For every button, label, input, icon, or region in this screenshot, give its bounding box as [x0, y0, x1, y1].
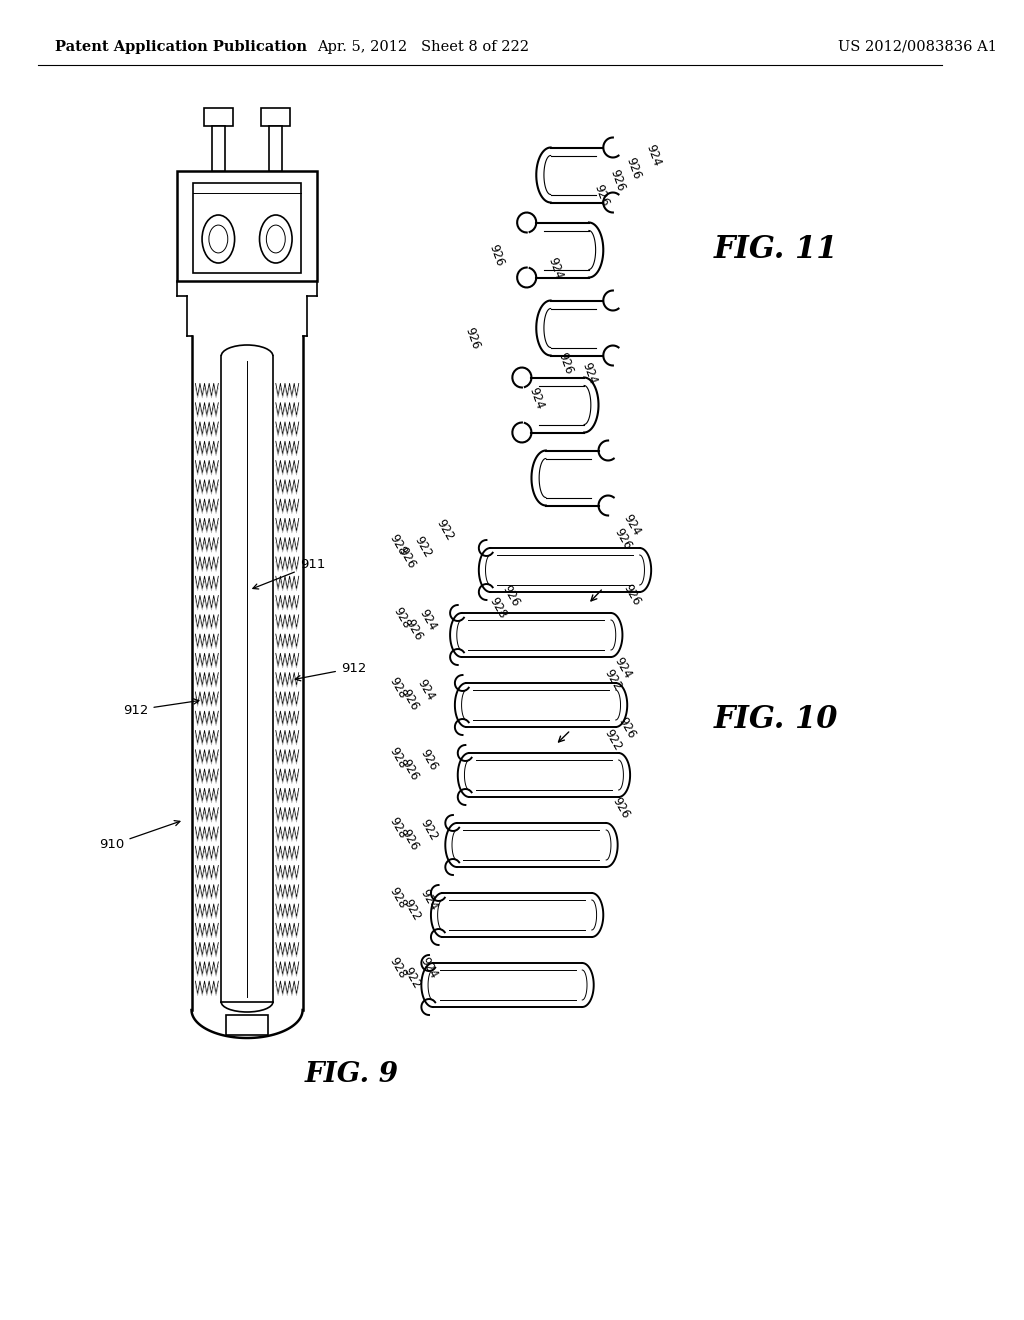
Text: FIG. 11: FIG. 11	[714, 235, 838, 265]
Bar	[269, 125, 283, 172]
Text: 924: 924	[611, 655, 634, 681]
Text: 924: 924	[415, 677, 437, 704]
Text: 924: 924	[621, 512, 643, 539]
Text: 926: 926	[555, 350, 575, 376]
Text: 911: 911	[253, 558, 325, 589]
Text: 926: 926	[395, 545, 418, 572]
Text: 922: 922	[602, 667, 625, 693]
Text: 928: 928	[386, 675, 409, 701]
Text: 922: 922	[602, 727, 625, 752]
Bar	[212, 125, 225, 172]
Text: 928: 928	[386, 744, 409, 771]
Bar	[226, 1015, 268, 1035]
Text: 926: 926	[398, 756, 421, 783]
Bar	[194, 183, 301, 273]
Text: 926: 926	[486, 242, 507, 268]
Text: US 2012/0083836 A1: US 2012/0083836 A1	[838, 40, 996, 54]
Text: 926: 926	[616, 715, 639, 741]
Text: 924: 924	[418, 887, 440, 913]
Text: 910: 910	[99, 821, 180, 851]
Text: 928: 928	[386, 886, 409, 911]
Text: 922: 922	[418, 817, 440, 843]
Text: 924: 924	[526, 385, 547, 411]
Text: 912: 912	[123, 698, 199, 717]
Text: 928: 928	[391, 605, 414, 631]
Text: 926: 926	[463, 325, 482, 351]
Bar	[204, 108, 232, 125]
Text: 922: 922	[412, 535, 434, 560]
Text: 926: 926	[609, 795, 632, 821]
Bar	[261, 108, 290, 125]
Text: 926: 926	[500, 583, 522, 609]
Text: 922: 922	[434, 517, 457, 543]
Text: 924: 924	[418, 954, 440, 981]
Text: 912: 912	[295, 661, 367, 681]
Text: 924: 924	[546, 255, 565, 281]
Text: Patent Application Publication: Patent Application Publication	[54, 40, 306, 54]
Text: 928: 928	[386, 956, 409, 981]
Text: 926: 926	[592, 182, 611, 207]
Ellipse shape	[202, 215, 234, 263]
Text: Apr. 5, 2012   Sheet 8 of 222: Apr. 5, 2012 Sheet 8 of 222	[317, 40, 529, 54]
Text: 926: 926	[621, 582, 643, 609]
Text: 926: 926	[398, 686, 421, 713]
Bar	[177, 172, 317, 281]
Text: 926: 926	[402, 616, 425, 643]
Text: 922: 922	[400, 898, 423, 923]
Text: 924: 924	[580, 360, 599, 385]
Text: 926: 926	[398, 828, 421, 853]
Text: 926: 926	[607, 168, 627, 193]
Ellipse shape	[266, 226, 286, 253]
Text: 926: 926	[624, 156, 643, 181]
Text: 926: 926	[418, 747, 440, 774]
Text: 926: 926	[611, 525, 634, 552]
Text: FIG. 10: FIG. 10	[714, 705, 838, 735]
Ellipse shape	[259, 215, 292, 263]
Text: 928: 928	[386, 532, 409, 558]
Text: 928: 928	[386, 814, 409, 841]
Text: 924: 924	[417, 607, 439, 634]
Text: FIG. 9: FIG. 9	[304, 1061, 398, 1089]
Text: 922: 922	[400, 965, 423, 991]
Text: 924: 924	[643, 143, 664, 168]
Ellipse shape	[209, 226, 227, 253]
Text: 928: 928	[486, 595, 509, 620]
